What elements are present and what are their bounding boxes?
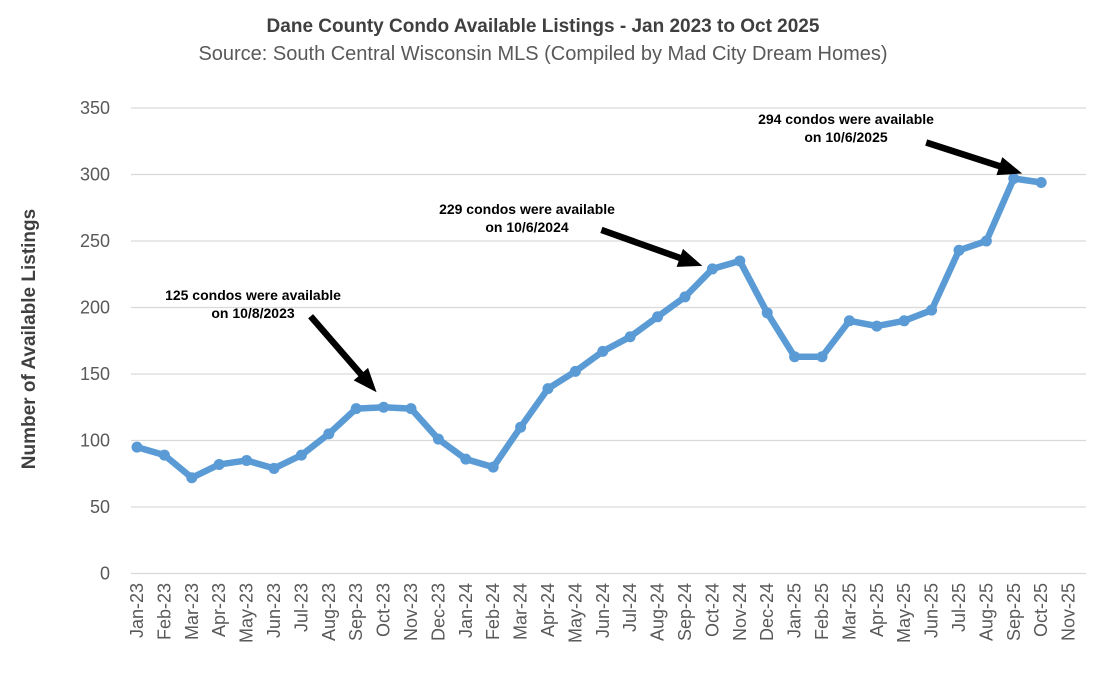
x-axis-tick-label: Sep-23 bbox=[346, 583, 366, 641]
x-axis-tick-label: Mar-25 bbox=[839, 583, 859, 640]
x-axis-tick-label: Sep-24 bbox=[675, 583, 695, 641]
annotation-text-line1: 125 condos were available bbox=[165, 287, 341, 303]
x-axis-tick-label: May-25 bbox=[894, 583, 914, 643]
series-line bbox=[133, 175, 1045, 481]
x-axis-tick-label: Jun-25 bbox=[922, 583, 942, 638]
annotation-text-line2: on 10/8/2023 bbox=[211, 305, 295, 321]
annotation-arrowhead bbox=[676, 248, 703, 267]
chart-subtitle: Source: South Central Wisconsin MLS (Com… bbox=[198, 43, 888, 65]
y-axis-tick-label: 50 bbox=[90, 497, 110, 517]
x-axis-tick-label: Jun-23 bbox=[264, 583, 284, 638]
x-axis-tick-label: Aug-23 bbox=[319, 583, 339, 641]
data-point-marker bbox=[378, 401, 390, 413]
y-axis-tick-label: 300 bbox=[80, 165, 110, 185]
annotation-oct-2023: 125 condos were available on 10/8/2023 bbox=[165, 286, 341, 322]
x-axis-tick-label: Jan-23 bbox=[127, 583, 147, 638]
x-axis-tick-label: Dec-24 bbox=[757, 583, 777, 641]
data-point-marker bbox=[405, 403, 417, 415]
annotation-arrowhead bbox=[996, 157, 1023, 176]
data-point-marker bbox=[926, 304, 938, 316]
annotation-oct-2024: 229 condos were available on 10/6/2024 bbox=[439, 200, 615, 236]
data-point-marker bbox=[515, 421, 527, 433]
data-point-marker bbox=[295, 449, 307, 461]
chart-title: Dane County Condo Available Listings - J… bbox=[266, 16, 820, 37]
x-axis-tick-label: Jan-25 bbox=[785, 583, 805, 638]
x-axis-tick-label: Aug-25 bbox=[976, 583, 996, 641]
x-axis-tick-label: Mar-24 bbox=[511, 583, 531, 640]
x-axis-tick-label: Jun-24 bbox=[593, 583, 613, 638]
x-axis-tick-label: Jan-24 bbox=[456, 583, 476, 638]
annotation-arrow-shaft bbox=[925, 139, 1006, 171]
annotation-arrow-shaft bbox=[600, 226, 686, 263]
data-point-marker bbox=[816, 351, 828, 363]
x-axis-tick-label: Sep-25 bbox=[1004, 583, 1024, 641]
data-point-marker bbox=[213, 458, 225, 470]
data-point-marker bbox=[432, 433, 444, 445]
annotation-text-line1: 294 condos were available bbox=[758, 111, 934, 127]
data-point-marker bbox=[186, 472, 198, 484]
y-axis-title: Number of Available Listings bbox=[19, 208, 40, 470]
annotation-arrowhead bbox=[353, 367, 377, 393]
data-point-marker bbox=[789, 351, 801, 363]
x-axis-tick-label: Apr-23 bbox=[209, 583, 229, 637]
annotation-oct-2025: 294 condos were available on 10/6/2025 bbox=[758, 110, 934, 146]
data-point-marker bbox=[980, 235, 992, 247]
data-point-marker bbox=[679, 291, 691, 303]
data-point-marker bbox=[460, 453, 472, 465]
data-point-marker bbox=[734, 255, 746, 267]
data-point-marker bbox=[158, 449, 170, 461]
x-axis-tick-label: May-24 bbox=[565, 583, 585, 643]
x-axis-tick-label: Jul-23 bbox=[291, 583, 311, 632]
data-point-marker bbox=[268, 462, 280, 474]
data-point-marker bbox=[898, 315, 910, 327]
x-axis-tick-label: Feb-23 bbox=[154, 583, 174, 640]
data-point-marker bbox=[131, 441, 143, 453]
y-axis-tick-label: 200 bbox=[80, 298, 110, 318]
data-point-marker bbox=[1008, 172, 1020, 184]
y-axis-tick-label: 0 bbox=[100, 564, 110, 584]
data-point-marker bbox=[597, 345, 609, 357]
data-point-marker bbox=[323, 428, 335, 440]
data-point-marker bbox=[569, 365, 581, 377]
x-axis-tick-label: Oct-24 bbox=[702, 583, 722, 637]
x-axis-tick-label: Feb-24 bbox=[483, 583, 503, 640]
x-axis-tick-label: Mar-23 bbox=[182, 583, 202, 640]
x-axis-tick-label: May-23 bbox=[237, 583, 257, 643]
data-point-marker bbox=[1035, 176, 1047, 188]
data-point-marker bbox=[624, 331, 636, 343]
y-axis-tick-label: 350 bbox=[80, 98, 110, 118]
annotation-text-line2: on 10/6/2025 bbox=[804, 129, 888, 145]
data-point-marker bbox=[542, 383, 554, 395]
x-axis-tick-label: Jul-24 bbox=[620, 583, 640, 632]
data-point-marker bbox=[652, 311, 664, 323]
x-axis-tick-label: Nov-23 bbox=[401, 583, 421, 641]
y-axis-tick-label: 100 bbox=[80, 431, 110, 451]
x-axis-tick-label: Apr-24 bbox=[538, 583, 558, 637]
annotation-arrow-shaft bbox=[308, 314, 367, 381]
x-axis-tick-label: Dec-23 bbox=[428, 583, 448, 641]
annotation-text-line2: on 10/6/2024 bbox=[485, 219, 569, 235]
x-axis-tick-label: Oct-25 bbox=[1031, 583, 1051, 637]
data-point-marker bbox=[953, 244, 965, 256]
data-point-marker bbox=[843, 315, 855, 327]
x-axis-tick-label: Jul-25 bbox=[949, 583, 969, 632]
data-point-marker bbox=[706, 263, 718, 275]
data-point-marker bbox=[350, 403, 362, 415]
data-point-marker bbox=[871, 320, 883, 332]
x-axis-tick-label: Oct-23 bbox=[374, 583, 394, 637]
y-axis-tick-label: 250 bbox=[80, 231, 110, 251]
x-axis-tick-label: Nov-24 bbox=[730, 583, 750, 641]
data-point-marker bbox=[487, 461, 499, 473]
x-axis-tick-label: Nov-25 bbox=[1059, 583, 1079, 641]
y-axis-tick-label: 150 bbox=[80, 364, 110, 384]
x-axis-tick-label: Feb-25 bbox=[812, 583, 832, 640]
x-axis-tick-label: Apr-25 bbox=[867, 583, 887, 637]
annotation-text-line1: 229 condos were available bbox=[439, 201, 615, 217]
x-axis-tick-label: Aug-24 bbox=[648, 583, 668, 641]
data-point-marker bbox=[241, 454, 253, 466]
data-point-marker bbox=[761, 307, 773, 319]
